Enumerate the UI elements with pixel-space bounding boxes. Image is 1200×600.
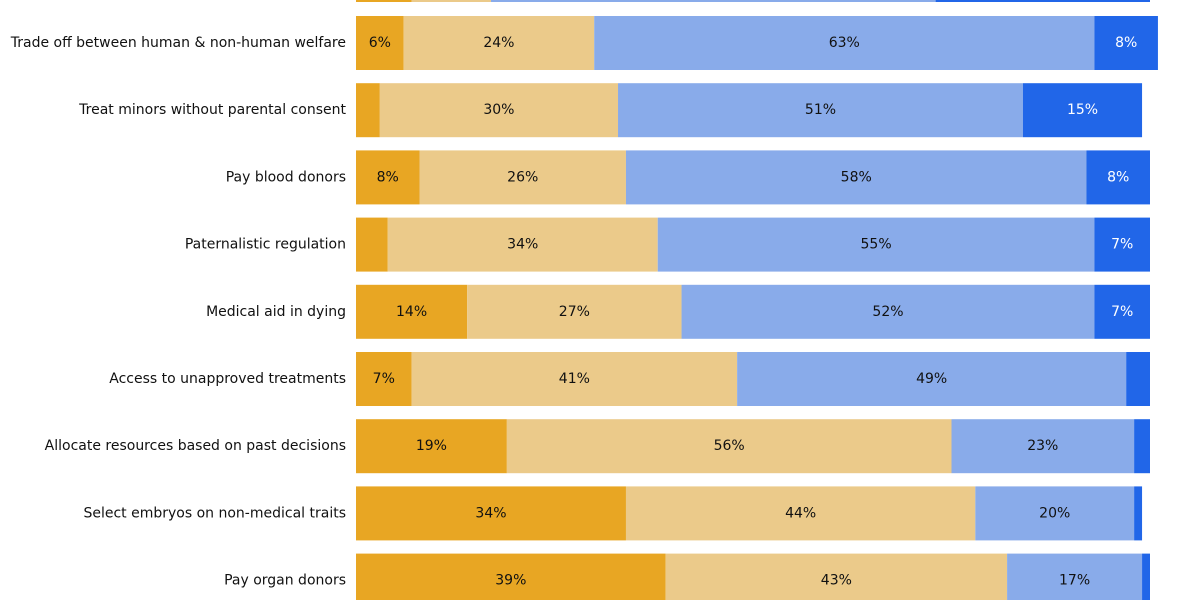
row-9-segment-4 [1142,553,1150,600]
row-9-value-label-2: 43% [821,573,852,589]
row-7-segment-2 [506,419,952,474]
row-3-value-label-2: 26% [507,169,538,185]
row-6-value-label-2: 41% [559,371,590,387]
row-9-value-label-1: 39% [495,573,526,589]
row-5-value-label-3: 52% [872,304,903,320]
row-4-value-label-2: 34% [507,237,538,253]
row-8-segment-3 [975,486,1135,541]
row-8-segment-2 [625,486,976,541]
row-2-segment-1 [356,83,380,138]
row-7-segment-4 [1134,419,1150,474]
row-7-category-label: Allocate resources based on past decisio… [45,438,346,454]
labels-layer: 6% 24% 63% 8% Trade off between human & non-… [10,35,1138,589]
row-5-value-label-2: 27% [559,304,590,320]
row-5-category-label: Medical aid in dying [206,304,346,320]
row-3-value-label-1: 8% [377,169,399,185]
row-7-segment-3 [951,419,1135,474]
row-6-value-label-1: 7% [373,371,395,387]
row-5-value-label-4: 7% [1111,304,1133,320]
row-6-segment-4 [1126,352,1150,406]
row-3-value-label-3: 58% [841,169,872,185]
row-7-value-label-2: 56% [714,438,745,454]
row-3-category-label: Pay blood donors [226,169,346,185]
partial-top-row-segment-3 [490,0,936,2]
row-3-segment-1 [356,150,420,205]
row-2-segment-4 [1022,83,1143,138]
row-8-category-label: Select embryos on non-medical traits [83,505,346,521]
row-5-segment-3 [681,284,1095,339]
row-1-segment-2 [403,16,595,70]
row-5-segment-2 [467,284,682,339]
row-3-segment-4 [1086,150,1150,205]
row-4-segment-1 [356,217,388,272]
row-9-segment-3 [1007,553,1143,600]
row-2-segment-3 [618,83,1023,138]
row-4-value-label-4: 7% [1111,237,1133,253]
row-1-segment-4 [1094,16,1158,70]
row-2-segment-2 [379,83,619,138]
row-8-segment-1 [356,486,626,541]
row-4-segment-3 [657,217,1095,272]
row-1-value-label-3: 63% [829,35,860,51]
row-3-segment-3 [625,150,1087,205]
row-7-segment-1 [356,419,507,474]
row-1-value-label-2: 24% [483,35,514,51]
row-3-segment-2 [419,150,626,205]
row-3-value-label-4: 8% [1107,169,1129,185]
row-6-segment-2 [411,352,738,406]
partial-top-row-segment-2 [411,0,491,2]
row-5-segment-4 [1094,284,1150,339]
row-5-segment-1 [356,284,468,339]
row-7-value-label-3: 23% [1027,438,1058,454]
row-6-value-label-3: 49% [916,371,947,387]
row-9-segment-1 [356,553,666,600]
row-1-segment-3 [594,16,1095,70]
partial-top-row-segment-1 [356,0,412,2]
row-2-value-label-2: 30% [483,102,514,118]
row-6-segment-3 [737,352,1127,406]
row-2-value-label-4: 15% [1067,102,1098,118]
row-1-value-label-1: 6% [369,35,391,51]
row-5-value-label-1: 14% [396,304,427,320]
row-7-value-label-1: 19% [416,438,447,454]
row-4-segment-4 [1094,217,1150,272]
row-2-category-label: Treat minors without parental consent [78,102,346,118]
row-1-segment-1 [356,16,404,70]
row-8-value-label-2: 44% [785,505,816,521]
row-9-value-label-3: 17% [1059,573,1090,589]
row-6-category-label: Access to unapproved treatments [109,371,346,387]
row-8-value-label-1: 34% [475,505,506,521]
bars-layer [356,0,1158,600]
row-6-segment-1 [356,352,412,406]
row-4-segment-2 [387,217,658,272]
row-1-value-label-4: 8% [1115,35,1137,51]
row-8-segment-4 [1134,486,1143,541]
row-4-category-label: Paternalistic regulation [185,237,346,253]
row-1-category-label: Trade off between human & non-human welf… [10,35,346,51]
row-4-value-label-3: 55% [861,237,892,253]
row-9-category-label: Pay organ donors [224,573,346,589]
row-9-segment-2 [665,553,1008,600]
row-8-value-label-3: 20% [1039,505,1070,521]
partial-top-row-segment-4 [935,0,1150,2]
row-2-value-label-3: 51% [805,102,836,118]
